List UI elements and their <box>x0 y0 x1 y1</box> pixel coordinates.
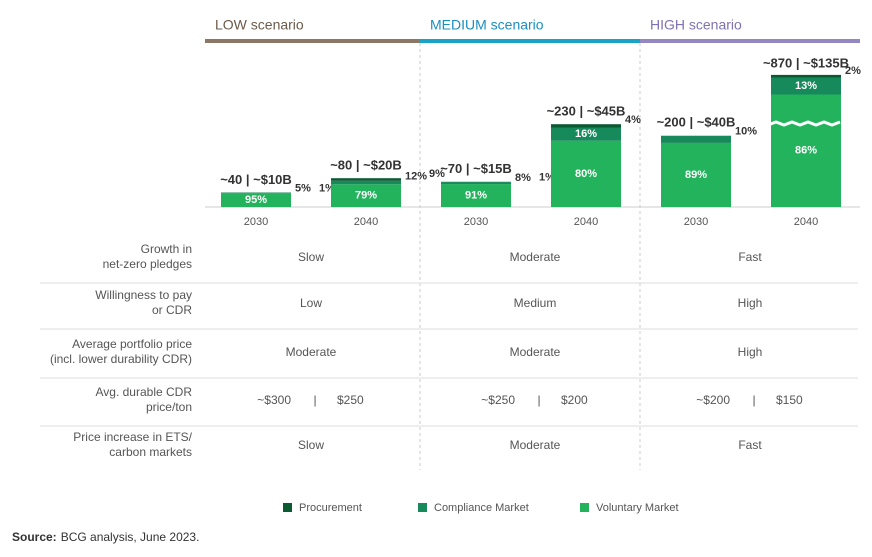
bar-segment <box>221 193 291 207</box>
x-tick-label: 2040 <box>574 216 598 228</box>
x-tick-label: 2030 <box>244 216 268 228</box>
total-label: ~80 | ~$20B <box>330 158 402 173</box>
cell: Moderate <box>286 345 337 359</box>
value-label: 12% <box>405 171 427 183</box>
total-label: ~200 | ~$40B <box>657 114 736 129</box>
total-label: ~230 | ~$45B <box>547 104 626 119</box>
cell: Moderate <box>510 345 561 359</box>
cell-sep: | <box>752 393 755 407</box>
cell: Slow <box>298 250 324 264</box>
cell: Fast <box>738 438 762 452</box>
x-tick-label: 2040 <box>794 216 818 228</box>
cell: $250 <box>337 393 364 407</box>
bar-segment <box>771 77 841 95</box>
scenario-bar <box>640 39 860 43</box>
value-label: 13% <box>795 80 817 92</box>
cell: Moderate <box>510 438 561 452</box>
source-label: Source: <box>12 530 57 544</box>
bar-segment <box>771 94 841 207</box>
value-label: 9% <box>429 168 445 180</box>
total-label: ~70 | ~$15B <box>440 161 512 176</box>
value-label: 79% <box>355 190 377 202</box>
legend-swatch <box>580 503 589 512</box>
bar-segment <box>551 127 621 141</box>
bar-segment <box>661 142 731 207</box>
row-label: carbon markets <box>109 445 192 459</box>
bar-segment <box>221 192 291 194</box>
scenario-title: HIGH scenario <box>650 17 742 33</box>
cell: Fast <box>738 250 762 264</box>
row-label: or CDR <box>152 303 192 317</box>
scenario-bar <box>205 39 420 43</box>
bar-segment <box>331 180 401 185</box>
cell: High <box>738 345 763 359</box>
bar-segment <box>551 124 621 128</box>
legend-label: Compliance Market <box>434 502 529 514</box>
cell: High <box>738 296 763 310</box>
scenario-title: MEDIUM scenario <box>430 17 544 33</box>
x-tick-label: 2040 <box>354 216 378 228</box>
scenario-title: LOW scenario <box>215 17 304 33</box>
x-tick-label: 2030 <box>464 216 488 228</box>
cell: ~$250 <box>481 393 515 407</box>
cell-sep: | <box>313 393 316 407</box>
bar-segment <box>331 184 401 207</box>
value-label: 2% <box>845 65 861 77</box>
cell-sep: | <box>537 393 540 407</box>
total-label: ~870 | ~$135B <box>763 56 849 71</box>
legend-swatch <box>283 503 292 512</box>
cell: ~$200 <box>696 393 730 407</box>
legend-swatch <box>418 503 427 512</box>
bar-segment <box>551 140 621 207</box>
cell: ~$300 <box>257 393 291 407</box>
row-label: Average portfolio price <box>72 337 192 351</box>
row-label: net-zero pledges <box>103 257 192 271</box>
cell: Low <box>300 296 322 310</box>
value-label: 91% <box>465 189 487 201</box>
value-label: 16% <box>575 128 597 140</box>
x-tick-label: 2030 <box>684 216 708 228</box>
bar-segment <box>441 182 511 185</box>
source-text: BCG analysis, June 2023. <box>61 530 200 544</box>
value-label: 5% <box>295 183 311 195</box>
cell: Moderate <box>510 250 561 264</box>
row-label: Willingness to pay <box>95 288 192 302</box>
row-label: Price increase in ETS/ <box>73 430 192 444</box>
row-label: price/ton <box>146 400 192 414</box>
scenario-bar <box>420 39 640 43</box>
source: Source: BCG analysis, June 2023. <box>12 530 199 544</box>
cell: Medium <box>514 296 557 310</box>
value-label: 95% <box>245 194 267 206</box>
value-label: 4% <box>625 114 641 126</box>
value-label: 10% <box>735 126 757 138</box>
value-label: 80% <box>575 168 597 180</box>
cell: $200 <box>561 393 588 407</box>
axis-break <box>767 120 841 127</box>
bar-segment <box>441 184 511 207</box>
value-label: 8% <box>515 172 531 184</box>
row-label: Avg. durable CDR <box>96 385 193 399</box>
cell: Slow <box>298 438 324 452</box>
legend-label: Procurement <box>299 502 362 514</box>
value-label: 89% <box>685 169 707 181</box>
bar-segment <box>661 135 731 143</box>
cell: $150 <box>776 393 803 407</box>
row-label: Growth in <box>141 242 192 256</box>
bar-segment <box>331 178 401 181</box>
row-label: (incl. lower durability CDR) <box>50 352 192 366</box>
bar-segment <box>771 74 841 78</box>
value-label: 86% <box>795 145 817 157</box>
legend-label: Voluntary Market <box>596 502 679 514</box>
total-label: ~40 | ~$10B <box>220 172 292 187</box>
